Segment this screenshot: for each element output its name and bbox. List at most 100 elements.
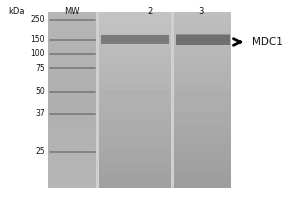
- Bar: [99, 12, 171, 15]
- Bar: [174, 27, 231, 30]
- Bar: [99, 159, 171, 162]
- Bar: [174, 118, 231, 121]
- Bar: [174, 141, 231, 144]
- Bar: [48, 132, 96, 135]
- Bar: [99, 79, 171, 82]
- Bar: [174, 71, 231, 74]
- Bar: [174, 18, 231, 21]
- Bar: [48, 159, 96, 162]
- Bar: [48, 18, 96, 21]
- Bar: [48, 62, 96, 65]
- Bar: [99, 115, 171, 118]
- Bar: [99, 15, 171, 18]
- Bar: [174, 59, 231, 62]
- Bar: [48, 88, 96, 91]
- Bar: [48, 138, 96, 141]
- Bar: [48, 56, 96, 59]
- Bar: [174, 150, 231, 153]
- Bar: [99, 33, 171, 35]
- Bar: [174, 126, 231, 129]
- Bar: [99, 47, 171, 50]
- Bar: [174, 53, 231, 56]
- Bar: [48, 82, 96, 85]
- Bar: [99, 12, 171, 188]
- Bar: [174, 156, 231, 159]
- Bar: [99, 123, 171, 126]
- Bar: [174, 38, 231, 41]
- Bar: [48, 153, 96, 156]
- Bar: [174, 74, 231, 77]
- Bar: [174, 85, 231, 88]
- Bar: [99, 77, 171, 79]
- Text: kDa: kDa: [8, 6, 25, 16]
- Bar: [48, 50, 96, 53]
- Bar: [174, 15, 231, 18]
- Bar: [99, 44, 171, 47]
- Bar: [174, 115, 231, 118]
- Bar: [48, 15, 96, 18]
- Bar: [48, 74, 96, 77]
- Bar: [48, 147, 96, 150]
- Bar: [48, 115, 96, 118]
- Bar: [48, 129, 96, 132]
- Bar: [174, 153, 231, 156]
- Bar: [48, 68, 96, 71]
- Bar: [100, 91, 169, 96]
- Bar: [99, 144, 171, 147]
- Bar: [174, 97, 231, 100]
- Bar: [99, 71, 171, 74]
- Bar: [174, 21, 231, 24]
- Text: 100: 100: [31, 49, 45, 58]
- Bar: [99, 100, 171, 103]
- Bar: [99, 167, 171, 170]
- Bar: [99, 68, 171, 71]
- Bar: [99, 126, 171, 129]
- Bar: [48, 71, 96, 74]
- Bar: [48, 123, 96, 126]
- Bar: [99, 56, 171, 59]
- Bar: [99, 27, 171, 30]
- Bar: [99, 112, 171, 115]
- Bar: [99, 185, 171, 188]
- Bar: [48, 53, 96, 56]
- Bar: [99, 147, 171, 150]
- Bar: [48, 162, 96, 165]
- Bar: [48, 173, 96, 176]
- Bar: [99, 129, 171, 132]
- Text: MW: MW: [64, 6, 80, 16]
- Bar: [48, 170, 96, 173]
- Bar: [174, 162, 231, 165]
- Bar: [176, 35, 230, 45]
- Text: 75: 75: [35, 64, 45, 73]
- Bar: [99, 91, 171, 94]
- Bar: [48, 91, 96, 94]
- Bar: [99, 109, 171, 112]
- Text: 250: 250: [31, 16, 45, 24]
- Bar: [48, 21, 96, 24]
- Bar: [48, 30, 96, 33]
- Bar: [99, 170, 171, 173]
- Text: 2: 2: [147, 6, 153, 16]
- Bar: [174, 41, 231, 44]
- Bar: [174, 170, 231, 173]
- Bar: [99, 162, 171, 165]
- Bar: [99, 106, 171, 109]
- Bar: [174, 35, 231, 38]
- Bar: [174, 182, 231, 185]
- Text: 3: 3: [198, 6, 204, 16]
- Bar: [174, 144, 231, 147]
- Bar: [48, 38, 96, 41]
- Bar: [48, 156, 96, 159]
- Bar: [99, 138, 171, 141]
- Bar: [174, 138, 231, 141]
- Bar: [99, 53, 171, 56]
- Bar: [174, 50, 231, 53]
- Bar: [174, 24, 231, 27]
- Bar: [100, 40, 169, 44]
- Bar: [174, 79, 231, 82]
- Bar: [100, 91, 169, 93]
- Bar: [99, 103, 171, 106]
- Bar: [48, 167, 96, 170]
- Bar: [99, 135, 171, 138]
- Bar: [174, 62, 231, 65]
